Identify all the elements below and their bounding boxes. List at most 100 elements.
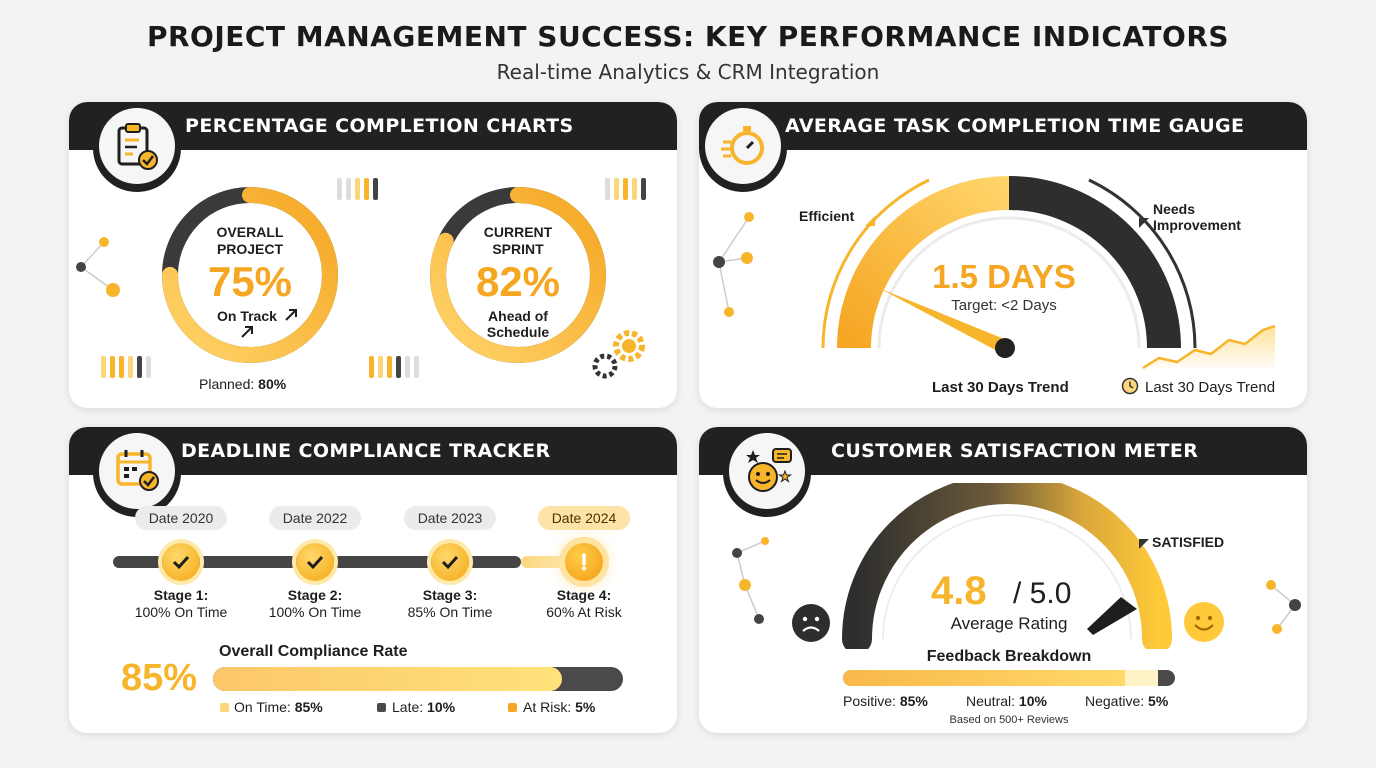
feedback-neutral-value: 10% bbox=[1018, 693, 1047, 709]
satisfaction-card-title: CUSTOMER SATISFACTION METER bbox=[831, 440, 1199, 462]
stage-1-date: Date 2020 bbox=[135, 506, 227, 530]
compliance-bar-fill bbox=[213, 667, 562, 691]
stage-2-status: 100% On Time bbox=[268, 604, 362, 620]
stopwatch-icon bbox=[721, 126, 764, 165]
satisfied-label: SATISFIED bbox=[1152, 534, 1225, 550]
planned-value: 80% bbox=[258, 376, 287, 392]
feedback-bar bbox=[843, 670, 1175, 686]
satisfaction-rating: 4.8 bbox=[931, 569, 987, 613]
completion-badge bbox=[93, 104, 181, 192]
happy-face-icon bbox=[1184, 602, 1224, 642]
legend-on-time-value: 85% bbox=[294, 699, 323, 715]
check-icon bbox=[441, 555, 459, 570]
calendar-check-icon bbox=[116, 450, 159, 491]
needs-arrow-icon bbox=[1139, 218, 1149, 228]
legend-late-value: 10% bbox=[427, 699, 456, 715]
completion-card-title: PERCENTAGE COMPLETION CHARTS bbox=[185, 115, 574, 137]
satisfaction-max: / 5.0 bbox=[1013, 577, 1072, 610]
mini-bars-decoration-3 bbox=[369, 356, 419, 378]
overall-value: 75% bbox=[207, 258, 293, 305]
satisfaction-card-header: CUSTOMER SATISFACTION METER bbox=[699, 427, 1307, 475]
smiley-chat-icon bbox=[746, 448, 793, 492]
check-icon bbox=[172, 555, 190, 570]
sprint-status-2: Schedule bbox=[486, 324, 550, 340]
network-decoration-3 bbox=[732, 537, 769, 624]
network-decoration-2 bbox=[713, 212, 754, 317]
stage-3-name: Stage 3: bbox=[422, 587, 478, 603]
network-decoration-4 bbox=[1266, 580, 1301, 634]
current-sprint-ring bbox=[430, 187, 606, 363]
efficient-arrow-icon bbox=[865, 216, 875, 226]
network-decoration bbox=[76, 237, 120, 297]
mini-bars-decoration-4 bbox=[605, 178, 646, 200]
mini-bars-decoration-2 bbox=[337, 178, 378, 200]
feedback-bar-positive bbox=[843, 670, 1126, 686]
stage-4-marker bbox=[565, 543, 603, 581]
sprint-label-1: CURRENT bbox=[483, 224, 553, 240]
legend-at-risk-value: 5% bbox=[575, 699, 596, 715]
legend-late: Late: 10% bbox=[392, 699, 455, 715]
gauge-trend-label: Last 30 Days Trend bbox=[932, 379, 1069, 396]
trend-legend: Last 30 Days Trend bbox=[1145, 379, 1276, 396]
compliance-rate-label: Overall Compliance Rate bbox=[219, 643, 408, 660]
satisfaction-rating-label: Average Rating bbox=[950, 614, 1068, 633]
clipboard-check-icon bbox=[117, 123, 158, 170]
feedback-bar-neutral bbox=[1125, 670, 1159, 686]
page-subtitle: Real-time Analytics & CRM Integration bbox=[496, 60, 880, 84]
gauge-value: 1.5 DAYS bbox=[932, 258, 1076, 295]
deadline-card: DEADLINE COMPLIANCE TRACKER Date 2020 Da… bbox=[69, 427, 677, 733]
gauge-target: Target: <2 Days bbox=[951, 297, 1057, 314]
task-time-gauge bbox=[821, 176, 1197, 358]
trend-up-arrow-icon-2 bbox=[241, 326, 253, 338]
sprint-value: 82% bbox=[475, 258, 561, 305]
efficient-label: Efficient bbox=[799, 208, 855, 224]
sprint-status-1: Ahead of bbox=[488, 308, 548, 324]
satisfaction-card: CUSTOMER SATISFACTION METER bbox=[699, 427, 1307, 733]
legend-late-label: Late: bbox=[392, 699, 424, 715]
stage-1-status: 100% On Time bbox=[134, 604, 228, 620]
satisfaction-badge bbox=[723, 429, 811, 517]
legend-on-time-swatch bbox=[220, 703, 229, 712]
feedback-positive: Positive: 85% bbox=[843, 693, 928, 709]
stage-2-name: Stage 2: bbox=[287, 587, 343, 603]
feedback-title: Feedback Breakdown bbox=[926, 648, 1092, 665]
check-icon bbox=[306, 555, 324, 570]
feedback-positive-value: 85% bbox=[899, 693, 928, 709]
legend-late-swatch bbox=[377, 703, 386, 712]
satisfaction-gauge bbox=[842, 483, 1172, 649]
trend-sparkline bbox=[1142, 324, 1276, 372]
legend-at-risk: At Risk: 5% bbox=[523, 699, 595, 715]
planned-label: Planned: bbox=[199, 376, 255, 392]
overall-status: On Track bbox=[217, 308, 277, 324]
legend-at-risk-swatch bbox=[508, 703, 517, 712]
deadline-card-title: DEADLINE COMPLIANCE TRACKER bbox=[181, 440, 551, 462]
stage-2-date: Date 2022 bbox=[269, 506, 361, 530]
warning-exclamation-icon bbox=[582, 553, 586, 571]
needs-label-1: Needs bbox=[1153, 201, 1196, 217]
legend-at-risk-label: At Risk: bbox=[523, 699, 572, 715]
stage-1-marker bbox=[162, 543, 200, 581]
page-title: PROJECT MANAGEMENT SUCCESS: KEY PERFORMA… bbox=[146, 20, 1230, 53]
feedback-footnote: Based on 500+ Reviews bbox=[949, 714, 1069, 726]
feedback-positive-label: Positive: bbox=[843, 693, 896, 709]
mini-bars-decoration-1 bbox=[101, 356, 151, 378]
feedback-neutral: Neutral: 10% bbox=[966, 693, 1047, 709]
completion-card: PERCENTAGE COMPLETION CHARTS bbox=[69, 102, 677, 408]
planned-text: Planned: 80% bbox=[199, 376, 286, 392]
stage-2-marker bbox=[296, 543, 334, 581]
sprint-label-2: SPRINT bbox=[492, 241, 544, 257]
sad-face-icon bbox=[792, 604, 830, 642]
stage-4-date: Date 2024 bbox=[538, 506, 630, 530]
task-time-card: AVERAGE TASK COMPLETION TIME GAUGE bbox=[699, 102, 1307, 408]
stage-4-name: Stage 4: bbox=[556, 587, 612, 603]
deadline-badge bbox=[93, 429, 181, 517]
task-time-badge bbox=[699, 104, 787, 192]
needs-label-2: Improvement bbox=[1153, 217, 1241, 233]
stage-1-name: Stage 1: bbox=[153, 587, 209, 603]
satisfied-arrow-icon bbox=[1139, 539, 1149, 549]
stage-3-status: 85% On Time bbox=[407, 604, 493, 620]
feedback-neutral-label: Neutral: bbox=[966, 693, 1016, 709]
compliance-bar bbox=[213, 667, 623, 691]
stage-3-marker bbox=[431, 543, 469, 581]
compliance-rate-value: 85% bbox=[121, 657, 198, 699]
